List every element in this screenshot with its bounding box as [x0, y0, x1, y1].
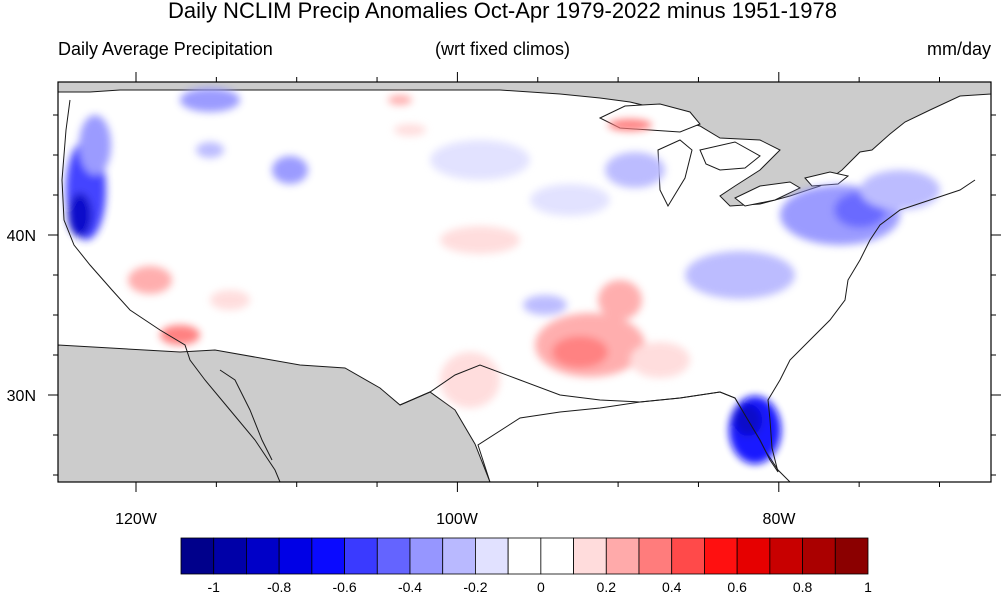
- axis-ticks: [48, 72, 1001, 492]
- colorbar-labels: -1 -0.8 -0.6 -0.4 -0.2 0 0.2 0.4 0.6 0.8 1: [207, 579, 872, 595]
- colorbar-label: -1: [207, 579, 220, 595]
- colorbar-label: -0.8: [267, 579, 291, 595]
- subtitle-left: Daily Average Precipitation: [58, 39, 273, 59]
- coastlines: [61, 99, 976, 482]
- colorbar-swatch: [442, 537, 476, 575]
- colorbar-label: -0.4: [398, 579, 422, 595]
- colorbar: [180, 537, 869, 575]
- colorbar-label: 0: [537, 579, 545, 595]
- colorbar-swatch: [605, 537, 640, 575]
- colorbar-swatch: [246, 537, 280, 575]
- colorbar-swatch: [213, 537, 247, 575]
- colorbar-swatch: [507, 537, 542, 575]
- colorbar-swatch: [475, 537, 509, 575]
- lat-label-30n: 30N: [7, 388, 36, 405]
- masked-areas: [58, 82, 991, 482]
- colorbar-swatch: [802, 537, 836, 575]
- colorbar-swatch: [736, 537, 771, 575]
- colorbar-swatch: [344, 537, 378, 575]
- colorbar-swatch: [409, 537, 444, 575]
- colorbar-swatch: [376, 537, 411, 575]
- colorbar-swatch: [540, 537, 574, 575]
- colorbar-swatch: [573, 537, 607, 575]
- colorbar-label: 0.6: [727, 579, 747, 595]
- colorbar-label: -0.2: [463, 579, 487, 595]
- colorbar-swatch: [180, 537, 215, 575]
- colorbar-swatch: [638, 537, 673, 575]
- colorbar-label: 0.4: [662, 579, 682, 595]
- colorbar-label: -0.6: [333, 579, 357, 595]
- colorbar-swatch: [278, 537, 313, 575]
- colorbar-swatch: [311, 537, 345, 575]
- colorbar-swatch: [834, 537, 869, 575]
- lon-label-120w: 120W: [115, 511, 158, 528]
- map-frame: [57, 81, 992, 483]
- colorbar-label: 0.8: [793, 579, 813, 595]
- lat-label-40n: 40N: [7, 228, 36, 245]
- colorbar-label: 1: [864, 579, 872, 595]
- map-panel: [58, 82, 991, 482]
- subtitle-center: (wrt fixed climos): [434, 39, 570, 59]
- colorbar-label: 0.2: [597, 579, 617, 595]
- subtitle-right: mm/day: [926, 39, 991, 59]
- lon-label-80w: 80W: [763, 511, 797, 528]
- great-lakes: [598, 103, 850, 208]
- colorbar-swatch: [769, 537, 803, 575]
- colorbar-swatch: [671, 537, 705, 575]
- colorbar-swatch: [704, 537, 738, 575]
- anomaly-field: [66, 88, 940, 464]
- map-title: Daily NCLIM Precip Anomalies Oct-Apr 197…: [168, 0, 837, 23]
- lon-label-100w: 100W: [436, 511, 479, 528]
